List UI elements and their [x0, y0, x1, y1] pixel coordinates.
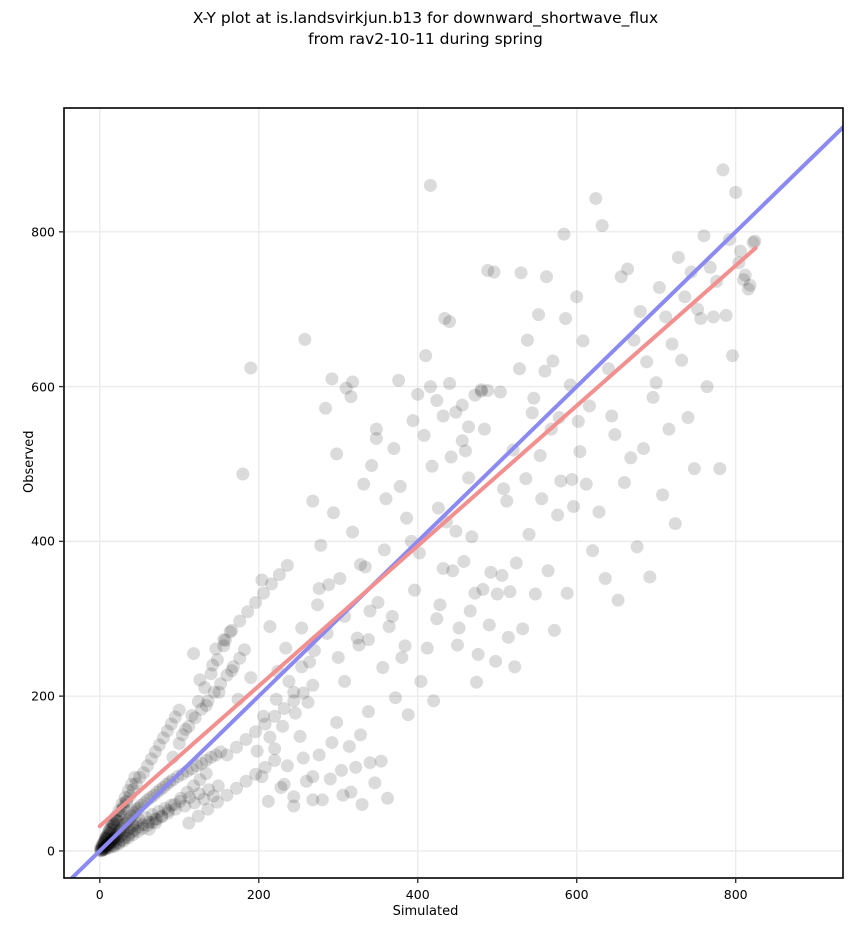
panel-border	[63, 107, 844, 879]
y-tick-label: 800	[31, 224, 55, 240]
identity-line	[69, 125, 843, 878]
regression-line	[97, 246, 758, 829]
x-tick-label: 0	[95, 887, 104, 902]
x-tick-label: 400	[405, 887, 430, 902]
tick-marks	[59, 231, 737, 883]
y-tick-label: 200	[31, 688, 55, 704]
trend-lines	[69, 125, 843, 878]
y-axis-label: Observed	[22, 430, 37, 493]
y-tick-label: 400	[31, 533, 55, 549]
scatter-points	[94, 163, 762, 858]
y-tick-label: 0	[47, 843, 55, 859]
gridlines	[64, 108, 843, 878]
x-tick-label: 200	[246, 887, 271, 902]
x-axis-label: Simulated	[392, 904, 459, 919]
x-tick-label: 600	[564, 887, 589, 902]
y-tick-label: 600	[31, 379, 55, 395]
chart-title: X-Y plot at is.landsvirkjun.b13 for down…	[192, 9, 659, 48]
panel-background	[64, 108, 843, 878]
x-tick-label: 800	[723, 887, 748, 902]
